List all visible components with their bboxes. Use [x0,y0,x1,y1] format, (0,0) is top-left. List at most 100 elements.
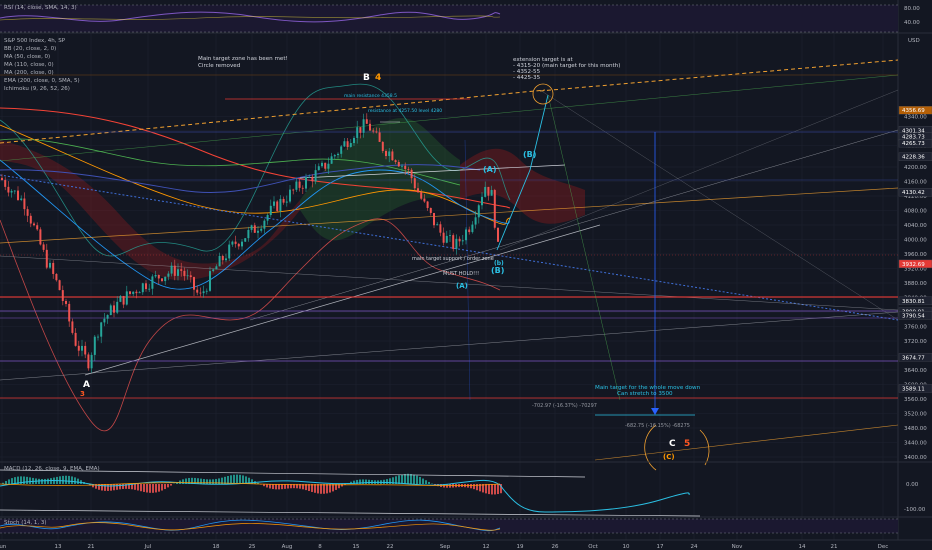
macd-bar [113,484,115,491]
price-level-tag[interactable] [898,384,932,393]
macd-bar [149,484,151,493]
macd-bar [320,484,322,494]
macd-bar [494,484,496,495]
price-tick: 3760.00 [904,325,927,331]
candle-body [77,345,80,351]
macd-bar [38,478,40,484]
candle-body [417,188,419,193]
candle-body [308,176,311,178]
candle-body [385,150,387,157]
trendline-lower[interactable] [84,224,601,376]
time-axis[interactable]: Jun 13 21 Jul 18 25 Aug 8 15 22 Sep 12 19 26 Oct 10 17 24… [0,544,888,550]
candle-body [353,137,355,144]
macd-bar [485,484,487,494]
candle-body [122,296,125,305]
price-level-tag[interactable] [898,311,932,320]
price-axis[interactable] [898,0,932,550]
time-tick: 13 [55,544,62,550]
stoch-pane[interactable]: Stoch (14, 1, 3) [0,518,898,534]
macd-bar [128,484,130,489]
macd-bar [317,484,319,494]
price-level-tag[interactable] [898,259,932,269]
macd-bar [200,478,202,484]
macd-bar [188,477,190,484]
macd-bar [41,479,43,484]
candle-body [474,217,477,225]
candle-body [276,201,279,211]
rsi-tick-40: 40.00 [904,20,920,26]
macd-bar [134,484,136,490]
candle-body [445,235,448,243]
candle-body [81,345,83,351]
legend-ma110: MA (110, close, 0) [4,62,54,68]
candle-body [231,241,234,245]
macd-bar [383,479,385,484]
macd-bar [479,484,481,492]
main-price-pane[interactable] [0,33,899,540]
rsi-tick-80: 80.00 [904,6,920,12]
macd-bar [65,475,67,484]
candle-body [189,275,192,278]
macd-bar [227,475,229,484]
legend-ema200: EMA (200, close, 0, SMA, 5) [4,78,80,84]
price-level-tag[interactable] [898,138,932,148]
candle-body [148,288,151,290]
candle-body [106,315,109,319]
price-level-tag[interactable] [898,188,932,197]
candle-body [314,170,317,182]
price-level-tag[interactable] [898,152,932,161]
candle-body [13,190,16,192]
candle-body [426,201,429,208]
macd-bar [167,484,169,488]
candle-body [113,305,115,313]
indicator-legend[interactable]: S&P 500 Index, 4h, SP BB (20, close, 2, … [4,38,80,92]
macd-bar [488,484,490,495]
candle-body [391,151,394,161]
rsi-pane[interactable]: RSI (14, close, SMA, 14, 3) 80.00 40.00 [0,4,920,33]
macd-bar [269,484,271,489]
candle-body [244,238,247,242]
candle-body [439,224,442,233]
macd-bar [5,480,7,484]
extension-target-circle[interactable] [532,83,554,105]
candle-body [295,181,298,190]
candle-body [321,162,323,167]
projection-path[interactable] [496,94,549,251]
price-level-tag[interactable] [898,105,932,115]
candle-body [52,262,55,274]
macd-bar [230,475,232,484]
macd-bar [416,475,418,484]
candle-body [404,165,407,170]
price-tick: 3520.00 [904,412,927,418]
candle-body [39,229,42,245]
price-level-tag[interactable] [898,296,932,306]
candle-body [401,165,403,167]
price-level-tag[interactable] [898,353,932,362]
macd-bar [344,484,346,485]
candle-body [36,225,39,230]
macd-bar [362,479,364,484]
candle-body [461,240,464,242]
candle-body [135,291,138,294]
price-tick: 3960.00 [904,252,927,258]
time-tick: 12 [483,544,490,550]
candle-body [4,180,7,187]
macd-bar [221,477,223,484]
macd-bar [389,478,391,484]
macd-bar [341,484,343,487]
candle-body [481,196,483,206]
price-level-value: 4265.73 [902,141,925,147]
candle-body [183,270,186,277]
macd-bar [203,479,205,484]
macd-pane[interactable]: MACD (12, 26, close, 9, EMA, EMA) 0.00 -… [0,466,926,517]
macd-bar [218,478,220,484]
candle-body [45,249,48,268]
macd-line [0,479,691,513]
note-top-label: main resistance 4358.5 [344,93,397,99]
price-tick: 4200.00 [904,165,927,171]
candle-body [167,273,170,277]
candle-body [279,198,282,211]
macd-bar [482,484,484,493]
macd-bar [122,484,124,489]
